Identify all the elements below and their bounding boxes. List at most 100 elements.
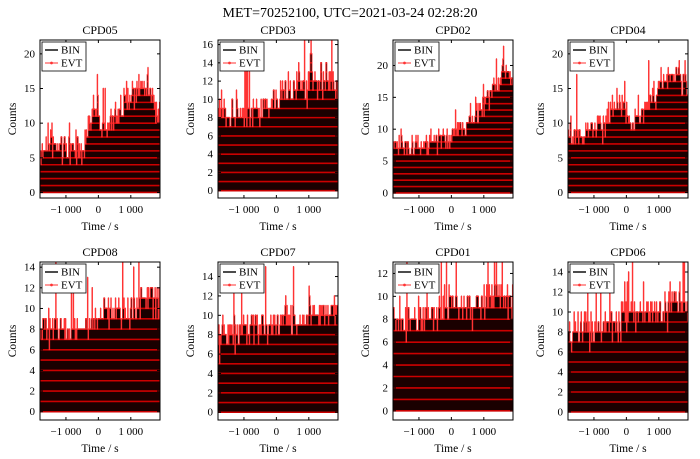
x-axis-label: Time / s xyxy=(259,443,297,455)
x-tick-label: −1 000 xyxy=(578,426,609,438)
y-tick-label: 20 xyxy=(377,60,389,72)
evt-line-cpd01 xyxy=(393,262,513,343)
y-tick-label: 14 xyxy=(552,267,564,279)
y-tick-label: 12 xyxy=(202,76,213,88)
y-tick-label: 12 xyxy=(552,287,563,299)
y-axis-label: Counts xyxy=(185,324,197,357)
legend-evt-label: EVT xyxy=(589,58,611,70)
legend-bin-label: BIN xyxy=(61,267,80,279)
y-tick-label: 2 xyxy=(30,386,36,398)
x-tick-label: 1 000 xyxy=(296,204,321,216)
y-axis-label: Counts xyxy=(7,102,19,135)
bin-fill-cpd02 xyxy=(393,46,513,193)
y-tick-label: 8 xyxy=(558,327,564,339)
y-axis-label: Counts xyxy=(535,324,547,357)
y-tick-label: 8 xyxy=(30,324,36,336)
x-tick-label: 1 000 xyxy=(471,204,496,216)
y-tick-label: 4 xyxy=(30,365,36,377)
y-tick-label: 5 xyxy=(558,152,564,164)
legend-evt-marker xyxy=(578,61,581,65)
y-tick-label: 12 xyxy=(377,268,388,280)
y-axis-label: Counts xyxy=(535,102,547,135)
evt-line-cpd03 xyxy=(218,40,338,128)
y-tick-label: 4 xyxy=(558,367,564,379)
legend-evt-label: EVT xyxy=(239,58,261,70)
evt-line-cpd02 xyxy=(393,45,513,156)
legend-box xyxy=(569,41,615,72)
y-tick-label: 2 xyxy=(208,167,214,179)
y-axis-label: Counts xyxy=(360,102,372,135)
x-tick-label: 0 xyxy=(274,204,280,216)
y-tick-label: 4 xyxy=(208,368,214,380)
y-tick-label: 10 xyxy=(202,94,214,106)
y-tick-label: 2 xyxy=(208,387,214,399)
data-area-cpd01 xyxy=(393,262,513,412)
y-tick-label: 2 xyxy=(383,382,389,394)
panel-title: CPD03 xyxy=(260,23,295,37)
x-axis-label: Time / s xyxy=(81,221,119,233)
panel-cpd01: 0 2 4 6 8 10 12 −1 000 0 1 000 CPD01 Time / s Counts… xyxy=(360,245,514,455)
x-tick-label: 1 000 xyxy=(118,204,143,216)
bin-fill-cpd08 xyxy=(40,262,160,412)
legend-bin-label: BIN xyxy=(61,45,80,57)
y-tick-label: 10 xyxy=(24,118,36,130)
legend-bin-label: BIN xyxy=(239,45,258,57)
legend-box xyxy=(219,41,265,72)
legend-evt-marker xyxy=(50,61,53,65)
data-area-cpd06 xyxy=(568,262,688,413)
legend-box xyxy=(394,263,440,294)
legend-evt-label: EVT xyxy=(414,280,436,292)
legend-box xyxy=(394,41,440,72)
legend-bin-label: BIN xyxy=(239,267,258,279)
y-tick-label: 12 xyxy=(202,290,213,302)
x-tick-label: 1 000 xyxy=(646,426,671,438)
axes-frame xyxy=(217,261,339,421)
panel-cpd03: 0 2 4 6 8 10 12 14 16 −1 000 0 1 000 CPD03 Time / s Co… xyxy=(185,23,339,233)
x-tick-label: 0 xyxy=(449,204,455,216)
x-axis-label: Time / s xyxy=(609,221,647,233)
x-tick-label: −1 000 xyxy=(228,426,259,438)
y-tick-label: 10 xyxy=(552,118,564,130)
panel-cpd06: 0 2 4 6 8 10 12 14 −1 000 0 1 000 CPD06 Time / s Coun… xyxy=(535,245,689,455)
panel-cpd04: 0 5 10 15 20 −1 000 0 1 000 CPD04 Time / s Counts B… xyxy=(535,23,689,233)
x-tick-label: 0 xyxy=(624,204,630,216)
bin-fill-cpd03 xyxy=(218,40,338,191)
legend-evt-marker xyxy=(403,61,406,65)
x-tick-label: 1 000 xyxy=(471,426,496,438)
legend-bin-label: BIN xyxy=(589,45,608,57)
bin-fill-cpd01 xyxy=(393,262,513,411)
y-tick-label: 0 xyxy=(383,187,389,199)
y-tick-label: 5 xyxy=(383,156,389,168)
panel-cpd02: 0 5 10 15 20 −1 000 0 1 000 CPD02 Time / s Counts B… xyxy=(360,23,514,233)
y-tick-label: 10 xyxy=(377,124,389,136)
y-tick-label: 0 xyxy=(558,407,564,419)
legend-evt-label: EVT xyxy=(239,280,261,292)
y-tick-label: 14 xyxy=(202,271,214,283)
x-tick-label: 1 000 xyxy=(118,426,143,438)
panel-title: CPD08 xyxy=(82,245,117,259)
y-tick-label: 10 xyxy=(377,291,389,303)
y-tick-label: 15 xyxy=(552,83,564,95)
panel-title: CPD04 xyxy=(610,23,645,37)
y-tick-label: 4 xyxy=(208,149,214,161)
y-tick-label: 0 xyxy=(208,185,214,197)
y-axis-label: Counts xyxy=(360,324,372,357)
y-axis-label: Counts xyxy=(185,102,197,135)
legend-bin-label: BIN xyxy=(589,267,608,279)
legend-box xyxy=(41,41,87,72)
data-area-cpd02 xyxy=(393,45,513,194)
x-tick-label: 0 xyxy=(96,426,102,438)
x-tick-label: 1 000 xyxy=(296,426,321,438)
y-tick-label: 10 xyxy=(24,303,36,315)
data-area-cpd03 xyxy=(218,40,338,192)
panel-title: CPD01 xyxy=(435,245,470,259)
axes-frame xyxy=(392,261,514,421)
